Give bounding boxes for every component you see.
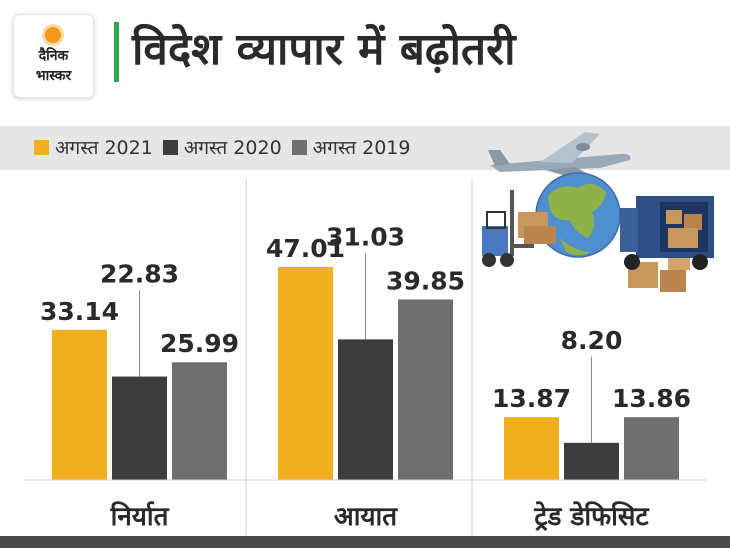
dainik-bhaskar-logo: दैनिक भास्कर bbox=[13, 14, 94, 98]
value-label: 22.83 bbox=[100, 260, 179, 289]
legend-label-2019: अगस्त 2019 bbox=[312, 137, 411, 159]
sun-icon bbox=[45, 27, 61, 43]
value-label: 47.01 bbox=[266, 234, 345, 263]
title-accent-bar bbox=[114, 22, 119, 82]
bar-2020-cat1 bbox=[338, 339, 393, 480]
legend-label-2020: अगस्त 2020 bbox=[183, 137, 282, 159]
value-label: 13.86 bbox=[612, 384, 691, 413]
legend-item: अगस्त 2019 bbox=[291, 134, 411, 160]
bar-2019-cat2 bbox=[624, 417, 679, 480]
bar-2020-cat2 bbox=[564, 442, 619, 480]
cardboard-boxes-icon bbox=[518, 212, 690, 292]
forklift-icon bbox=[482, 190, 534, 267]
legend-swatch-2021 bbox=[34, 139, 49, 155]
bar-2021-cat1 bbox=[278, 267, 333, 480]
bar-2021-cat2 bbox=[504, 417, 559, 480]
cargo-truck-icon bbox=[620, 196, 714, 270]
legend-swatch-2020 bbox=[162, 139, 178, 155]
globe-icon bbox=[535, 172, 621, 258]
legend-item: अगस्त 2021 bbox=[34, 134, 153, 160]
legend: अगस्त 2021 अगस्त 2020 अगस्त 2019 bbox=[34, 134, 410, 160]
legend-swatch-2019 bbox=[291, 139, 307, 155]
logo-text-line1: दैनिक bbox=[38, 48, 69, 64]
bar-2019-cat0 bbox=[172, 362, 227, 480]
page-title: विदेश व्यापार में बढ़ोतरी bbox=[132, 24, 516, 75]
bottom-band bbox=[0, 536, 730, 548]
category-label: निर्यात bbox=[110, 501, 170, 532]
logo-text-line2: भास्कर bbox=[35, 68, 72, 84]
value-label: 39.85 bbox=[386, 266, 465, 295]
value-label: 33.14 bbox=[40, 297, 119, 326]
category-label: आयात bbox=[334, 502, 398, 532]
legend-item: अगस्त 2020 bbox=[162, 134, 282, 160]
legend-label-2021: अगस्त 2021 bbox=[55, 137, 153, 159]
value-label: 8.20 bbox=[561, 326, 623, 355]
bar-2020-cat0 bbox=[112, 376, 167, 480]
bar-2021-cat0 bbox=[52, 329, 107, 480]
value-label: 13.87 bbox=[492, 384, 571, 413]
bar-2019-cat1 bbox=[398, 299, 453, 480]
category-label: ट्रेड डेफिसिट bbox=[533, 501, 649, 532]
value-label: 31.03 bbox=[326, 222, 405, 251]
value-label: 25.99 bbox=[160, 329, 239, 358]
